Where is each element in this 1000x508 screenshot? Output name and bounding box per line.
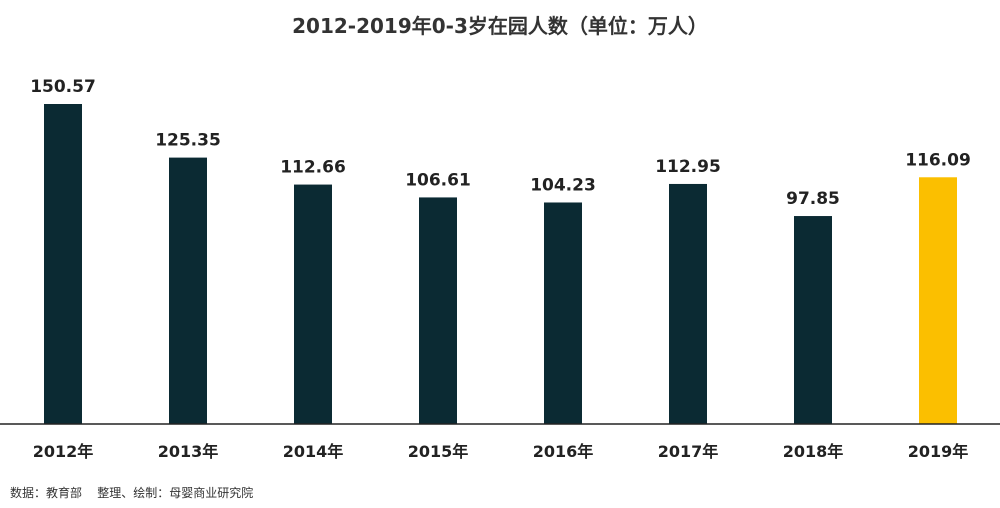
value-labels-group: 150.57 125.35 112.66 106.61 104.23 112.95 97.8… (30, 77, 971, 209)
bar-value-label: 150.57 (30, 77, 96, 97)
x-tick-labels-group: 2012年 2013年 2014年 2015年 2016年 2017年 2018年 2019年 (33, 442, 969, 461)
x-tick-label: 2018年 (783, 442, 844, 461)
source-note: 数据：教育部 整理、绘制：母婴商业研究院 (10, 486, 254, 500)
bar-6 (794, 216, 832, 424)
x-tick-label: 2019年 (908, 442, 969, 461)
bar-value-label: 106.61 (405, 170, 471, 190)
x-tick-label: 2013年 (158, 442, 219, 461)
bar-value-label: 112.95 (655, 157, 721, 177)
x-tick-label: 2017年 (658, 442, 719, 461)
x-tick-label: 2016年 (533, 442, 594, 461)
bar-value-label: 125.35 (155, 131, 221, 151)
bar-0 (44, 104, 82, 424)
bar-value-label: 116.09 (905, 150, 971, 170)
bar-1 (169, 157, 207, 424)
bar-3 (419, 197, 457, 424)
bar-4 (544, 202, 582, 424)
bar-2 (294, 184, 332, 424)
x-tick-label: 2012年 (33, 442, 94, 461)
x-tick-label: 2015年 (408, 442, 469, 461)
bar-5 (669, 183, 707, 424)
x-tick-label: 2014年 (283, 442, 344, 461)
bar-value-label: 97.85 (786, 189, 840, 209)
chart-title: 2012-2019年0-3岁在园人数（单位：万人） (292, 14, 708, 38)
bars-group (44, 104, 957, 424)
bar-value-label: 112.66 (280, 158, 346, 178)
bar-value-label: 104.23 (530, 175, 596, 195)
bar-7 (919, 177, 957, 424)
